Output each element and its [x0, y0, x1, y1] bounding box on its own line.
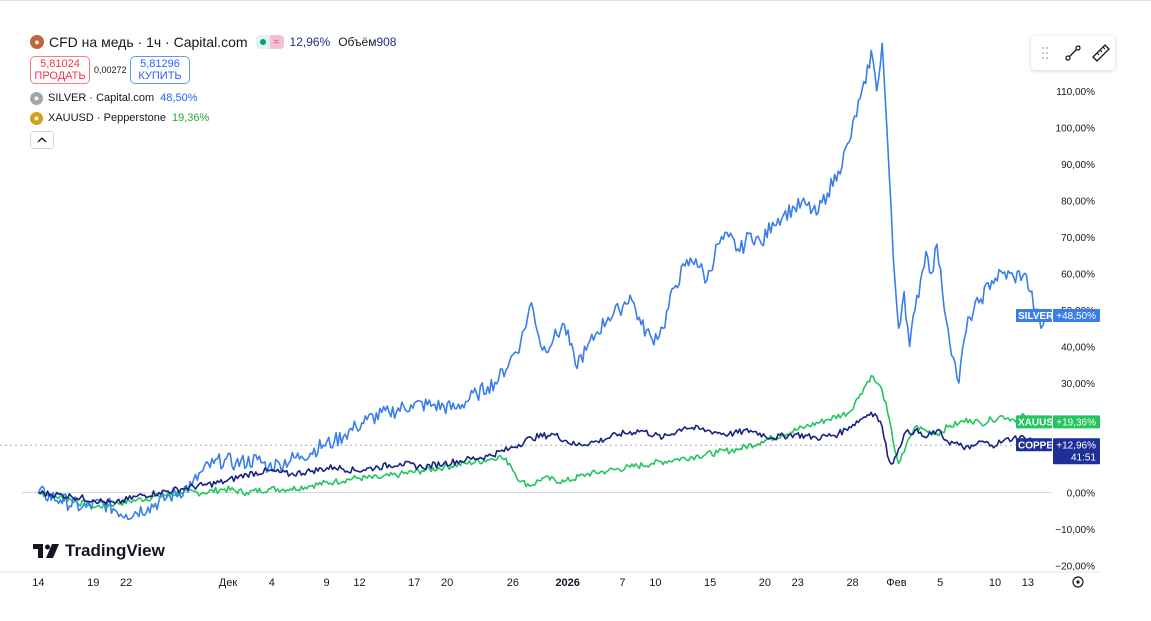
x-tick-label: Дек [219, 577, 238, 589]
x-tick-label: 10 [989, 577, 1001, 589]
x-tick-label: 20 [759, 577, 771, 589]
main-change-value: 12,96% [289, 35, 331, 49]
compare-row-gold[interactable]: ● XAUUSD · Pepperstone 19,36% [30, 108, 396, 128]
sell-label: ПРОДАТЬ [34, 70, 86, 82]
series-value-tag-silver [1053, 308, 1100, 322]
top-border [0, 0, 1151, 1]
y-tick-label: 70,00% [1061, 233, 1095, 244]
axis-settings-icon-center [1076, 580, 1080, 584]
chevron-up-icon[interactable] [30, 131, 54, 149]
tradingview-logo[interactable]: TradingView [33, 541, 165, 561]
buy-label: КУПИТЬ [138, 70, 182, 82]
chart-frame [22, 25, 1109, 598]
series-value-tag-text: +12,96% [1056, 440, 1096, 451]
volume-label: Объём [338, 35, 377, 49]
line-tool-icon[interactable] [1062, 42, 1084, 64]
tradingview-logo-icon [33, 544, 59, 558]
y-tick-label: 110,00% [1056, 87, 1095, 98]
drag-handle-icon[interactable] [1034, 42, 1056, 64]
axis-settings-icon [1072, 576, 1084, 588]
series-name-tag-text: SILVER [1018, 311, 1054, 322]
compare-row-silver[interactable]: ● SILVER · Capital.com 48,50% [30, 88, 396, 108]
drawing-toolbar [1031, 36, 1115, 70]
y-tick-label: 0,00% [1067, 489, 1095, 500]
series-name-tag-text: COPPER [1018, 440, 1061, 451]
y-tick-label: 30,00% [1061, 379, 1095, 390]
series-time-tag-text: 41:51 [1071, 452, 1096, 463]
compare-change-silver: 48,50% [160, 92, 198, 104]
compare-name-silver: SILVER · Capital.com [48, 92, 155, 104]
series-line-copper [37, 411, 1048, 505]
copper-symbol-icon: ● [30, 35, 44, 49]
series-name-tag-text: XAUUSD [1018, 417, 1060, 428]
y-tick-label: 90,00% [1061, 160, 1095, 171]
y-tick-label: 100,00% [1056, 123, 1096, 134]
x-tick-label: 20 [441, 577, 453, 589]
y-tick-label: 60,00% [1061, 269, 1095, 280]
tradingview-logo-text: TradingView [65, 541, 165, 560]
compare-change-gold: 19,36% [172, 112, 210, 124]
compare-name-gold: XAUUSD · Pepperstone [48, 112, 166, 124]
series-name-tag-copper [1016, 438, 1052, 452]
x-tick-label: 14 [32, 577, 44, 589]
main-series-row[interactable]: ● CFD на медь · 1ч · Capital.com = 12,96… [30, 32, 396, 52]
x-tick-label: 12 [353, 577, 365, 589]
x-tick-label: 13 [1022, 577, 1034, 589]
gold-symbol-icon: ● [30, 111, 43, 125]
spread-value: 0,00272 [94, 65, 127, 75]
x-tick-label: 7 [619, 577, 625, 589]
market-open-icon [255, 35, 270, 49]
series-value-tag-xauusd [1053, 415, 1100, 429]
x-tick-label: 15 [704, 577, 716, 589]
legend: ● CFD на медь · 1ч · Capital.com = 12,96… [30, 32, 396, 149]
x-tick-label: 10 [649, 577, 661, 589]
x-tick-label: 4 [269, 577, 275, 589]
x-tick-label: 22 [120, 577, 132, 589]
series-value-tag-copper [1053, 438, 1100, 465]
x-tick-label: 2026 [555, 577, 579, 589]
x-tick-label: 26 [507, 577, 519, 589]
series-line-silver [37, 42, 1048, 521]
sell-button[interactable]: 5,81024 ПРОДАТЬ [30, 56, 90, 84]
series-value-tag-text: +19,36% [1056, 417, 1096, 428]
x-tick-label: Фев [886, 577, 906, 589]
x-tick-label: 5 [937, 577, 943, 589]
trade-panel: 5,81024 ПРОДАТЬ 0,00272 5,81296 КУПИТЬ [30, 56, 396, 84]
x-tick-label: 28 [846, 577, 858, 589]
x-tick-label: 19 [87, 577, 99, 589]
x-tick-label: 17 [408, 577, 420, 589]
y-tick-label: 80,00% [1061, 196, 1095, 207]
y-tick-label: −10,00% [1055, 525, 1095, 536]
y-tick-label: 40,00% [1061, 342, 1095, 353]
buy-button[interactable]: 5,81296 КУПИТЬ [130, 56, 190, 84]
x-tick-label: 23 [792, 577, 804, 589]
buy-price: 5,81296 [140, 58, 180, 70]
x-tick-label: 9 [324, 577, 330, 589]
series-name-tag-xauusd [1016, 415, 1052, 429]
equal-sign-icon: = [269, 35, 284, 49]
series-line-xauusd [38, 374, 1047, 510]
series-value-tag-text: +48,50% [1056, 311, 1096, 322]
y-tick-label: −20,00% [1055, 562, 1095, 573]
series-name-tag-silver [1016, 308, 1052, 322]
main-symbol-title[interactable]: CFD на медь · 1ч · Capital.com [49, 34, 248, 50]
sell-price: 5,81024 [40, 58, 80, 70]
volume-value: 908 [376, 35, 397, 49]
market-status-pill[interactable]: = [255, 35, 284, 49]
silver-symbol-icon: ● [30, 91, 43, 105]
ruler-icon[interactable] [1090, 42, 1112, 64]
